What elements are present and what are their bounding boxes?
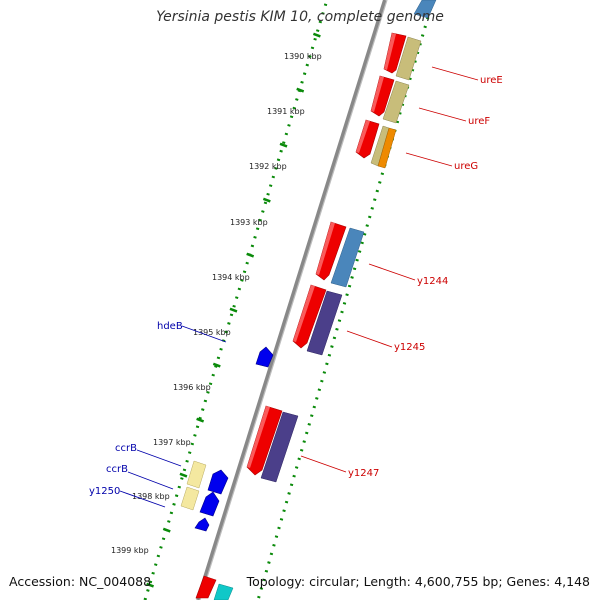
gene-arrow-ureG[interactable] [355,119,380,159]
gene-highlight-y1247 [247,406,270,468]
tick-label-1399: 1399 kbp [111,546,149,555]
tick-label-1390: 1390 kbp [284,52,322,61]
gene-label-y1250[interactable]: y1250 [89,486,120,497]
tick-mark [229,307,238,313]
gene-label-ureG[interactable]: ureG [454,161,478,172]
leader-y1244 [368,263,416,281]
gene-highlight-ureE [384,33,396,70]
cog-bar-y1244 [330,227,365,288]
cog-bar-ureE [395,36,422,81]
leader-hdeB [181,325,227,343]
cog-bar-ccrB-2 [180,486,200,511]
accession-text: Accession: NC_004088 [9,574,152,589]
map-title: Yersinia pestis KIM 10, complete genome [156,9,444,25]
leader-ureG [405,152,453,167]
genome-backbone [196,0,387,600]
tick-label-1396: 1396 kbp [173,383,211,392]
genome-backbone-highlight [199,0,388,600]
tick-label-1394: 1394 kbp [212,273,250,282]
gene-label-ccrB-2[interactable]: ccrB [106,464,128,475]
leader-y1247 [300,455,347,473]
tick-mark [262,197,271,203]
cog-bar-y1247 [260,411,299,483]
gene-arrow-ureF[interactable] [370,75,395,117]
tick-label-1391: 1391 kbp [267,107,305,116]
tick-mark [312,32,321,38]
gene-arrow-y1250[interactable] [194,517,210,532]
leader-y1245 [346,330,393,348]
cog-bar-ureF [382,80,410,124]
gene-highlight-y1244 [316,222,335,275]
leader-ccrB-1 [136,449,182,467]
gene-label-y1245[interactable]: y1245 [394,342,425,353]
tick-marks [146,32,321,588]
gene-highlight-ureG [356,120,370,153]
tick-mark [162,527,171,533]
gene-arrow-ccrB-1[interactable] [207,469,229,495]
gene-label-hdeB[interactable]: hdeB [157,321,183,332]
cog-bar-top-steelblue [413,0,437,19]
tick-label-1398: 1398 kbp [132,492,170,501]
gene-highlight-y1245 [293,285,315,342]
gene-label-ureF[interactable]: ureF [468,116,490,127]
tick-mark [296,87,305,93]
gene-arrow-ccrB-2[interactable] [199,491,220,517]
tick-label-1395: 1395 kbp [193,328,231,337]
genome-summary-text: Topology: circular; Length: 4,600,755 bp… [246,574,590,589]
gene-arrow-hdeB[interactable] [255,346,274,368]
gene-arrow-y1245[interactable] [292,284,327,349]
inner-tick-track [143,0,329,600]
tick-mark [246,252,255,258]
leader-ureE [431,66,479,81]
gene-label-y1247[interactable]: y1247 [348,468,379,479]
gene-label-ureE[interactable]: ureE [480,75,503,86]
tick-label-1393: 1393 kbp [230,218,268,227]
tick-mark [146,582,155,588]
leader-y1250 [119,490,166,508]
tick-label-1397: 1397 kbp [153,438,191,447]
leader-ccrB-2 [127,471,174,490]
gene-arrow-bottom[interactable] [195,575,217,599]
tick-mark [279,142,288,148]
gene-label-y1244[interactable]: y1244 [417,276,448,287]
gene-highlight-ureF [371,76,384,112]
cog-bar-y1245 [306,290,343,356]
leader-ureF [418,107,467,122]
cog-bar-ureG-b [377,127,397,169]
cog-bar-ccrB-1 [186,460,207,489]
tick-mark [179,472,188,478]
cog-bar-bottom-cyan [213,583,234,600]
tick-mark [212,362,221,368]
tick-mark [196,417,205,423]
tick-label-1392: 1392 kbp [249,162,287,171]
gene-label-ccrB-1[interactable]: ccrB [115,443,137,454]
